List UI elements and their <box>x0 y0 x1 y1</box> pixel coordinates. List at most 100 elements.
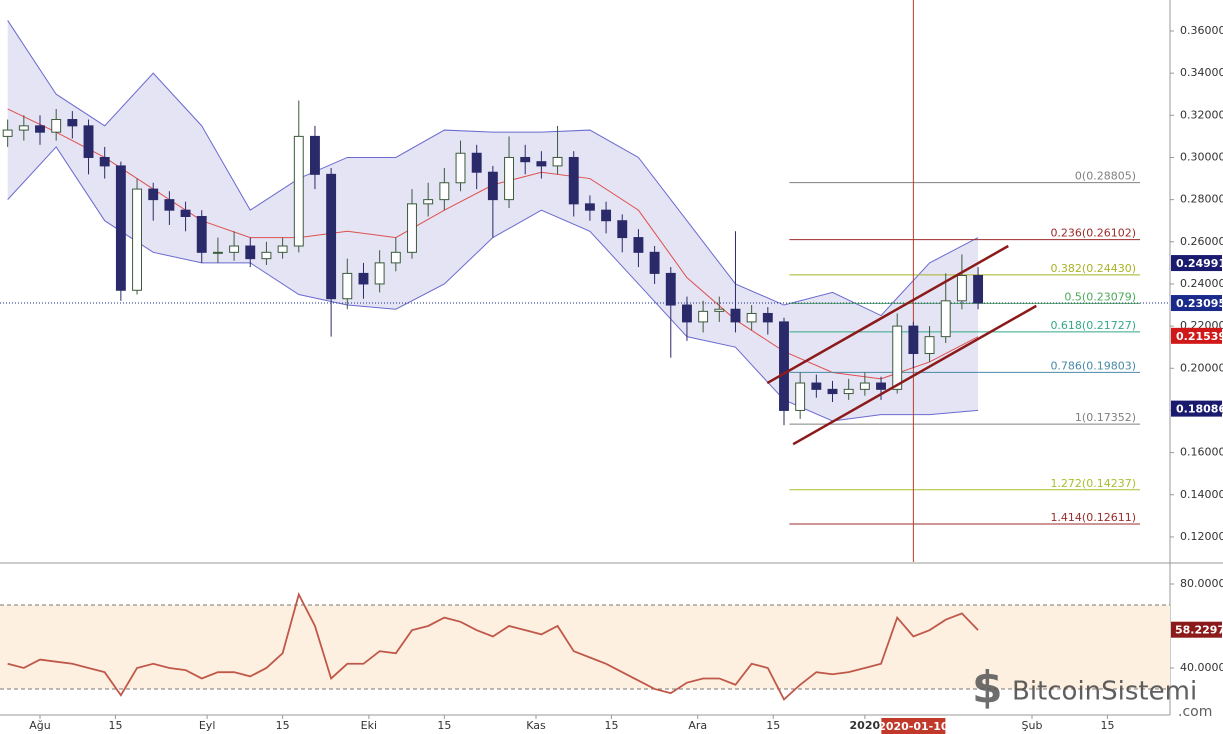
candle-body <box>617 220 628 239</box>
x-tick-label: Ağu <box>29 719 50 732</box>
candle-body <box>973 275 984 304</box>
candle-body <box>876 382 886 390</box>
x-tick-label: Şub <box>1022 719 1043 732</box>
candle-body <box>374 262 385 285</box>
candle-body <box>940 300 951 338</box>
price-tag-label: 0.18086 <box>1176 403 1223 416</box>
candle-body <box>164 199 175 211</box>
candle-body <box>67 119 78 127</box>
candle-body <box>843 388 854 395</box>
price-tag <box>1171 295 1222 312</box>
candle-body <box>892 325 903 390</box>
channel-line <box>766 244 1009 385</box>
candle-body <box>407 203 417 253</box>
candle-body <box>293 135 304 247</box>
candle-body <box>245 245 256 260</box>
candle-body <box>504 156 514 201</box>
y-tick-label: 0.32000 <box>1180 108 1223 121</box>
candle-body <box>956 275 967 302</box>
candle-body <box>390 251 401 264</box>
rsi-line <box>7 592 979 701</box>
x-tick-label: Ara <box>688 719 707 732</box>
x-tick-label: Kas <box>526 719 546 732</box>
price-tag <box>1171 327 1222 344</box>
candle-body <box>471 152 482 173</box>
rsi-current-label: 58.2297 <box>1175 624 1223 637</box>
fib-label: 1.414(0.12611) <box>1050 511 1136 524</box>
date-marker-box <box>881 718 946 734</box>
y-tick-label: 0.34000 <box>1180 66 1223 79</box>
fib-label: 0.382(0.24430) <box>1050 262 1136 275</box>
y-tick-label: 0.30000 <box>1180 150 1223 163</box>
y-tick-label: 0.12000 <box>1180 530 1223 543</box>
candle-body <box>115 165 126 291</box>
candle-body <box>779 321 789 411</box>
y-tick-label: 0.36000 <box>1180 24 1223 37</box>
x-tick-label: 15 <box>276 719 290 732</box>
candle-body <box>2 129 13 137</box>
candle-body <box>51 119 62 133</box>
candle-body <box>455 152 466 184</box>
candle-body <box>229 245 240 253</box>
rsi-tick-label: 40.0000 <box>1180 661 1223 674</box>
candle-body <box>584 203 595 211</box>
candle-body <box>746 312 757 323</box>
candle-body <box>633 237 644 253</box>
fib-label: 0(0.28805) <box>1075 170 1136 183</box>
candle-body <box>552 156 563 167</box>
candle-body <box>665 272 676 306</box>
candle-body <box>601 209 612 222</box>
candle-body <box>795 382 806 411</box>
candle-body <box>714 308 725 312</box>
candle-body <box>762 312 773 323</box>
candle-body <box>196 215 207 253</box>
candle-body <box>859 382 870 390</box>
candle-body <box>811 382 822 390</box>
candle-body <box>730 308 741 323</box>
candle-body <box>908 325 919 355</box>
candle-body <box>326 173 337 300</box>
y-tick-label: 0.26000 <box>1180 235 1223 248</box>
band-upper <box>7 20 979 317</box>
price-tag-label: 0.23095 <box>1176 297 1223 310</box>
price-tag <box>1171 400 1222 417</box>
x-tick-label: 15 <box>108 719 122 732</box>
price-tag <box>1171 255 1222 272</box>
candle-body <box>682 304 692 323</box>
y-tick-label: 0.20000 <box>1180 361 1223 374</box>
watermark-name: BitcoinSistemi <box>1012 677 1197 707</box>
candle-body <box>132 188 142 291</box>
candle-body <box>83 125 94 158</box>
fib-label: 0.236(0.26102) <box>1050 227 1136 240</box>
x-tick-label: Eyl <box>199 719 216 732</box>
x-tick-label: 15 <box>604 719 618 732</box>
candle-body <box>277 245 288 253</box>
y-tick-label: 0.24000 <box>1180 277 1223 290</box>
candle-body <box>342 272 353 300</box>
candle-body <box>99 156 110 167</box>
x-tick-label: Eki <box>361 719 377 732</box>
candle-body <box>924 336 935 355</box>
candle-body <box>212 251 223 254</box>
y-tick-label: 0.16000 <box>1180 446 1223 459</box>
y-tick-label: 0.28000 <box>1180 193 1223 206</box>
candle-body <box>536 161 547 167</box>
price-tag-label: 0.24991 <box>1176 257 1223 270</box>
candle-body <box>180 209 191 217</box>
candle-body <box>35 125 45 133</box>
channel-line <box>792 304 1037 446</box>
fib-label: 0.618(0.21727) <box>1050 319 1136 332</box>
price-tag-label: 0.21539 <box>1176 330 1223 343</box>
candle-body <box>520 156 531 163</box>
x-tick-label: 15 <box>437 719 451 732</box>
candle-body <box>148 188 159 201</box>
rsi-tick-label: 80.0000 <box>1180 577 1223 590</box>
fib-label: 0.786(0.19803) <box>1050 359 1136 372</box>
watermark-logo: $ <box>972 662 1003 713</box>
candle-body <box>358 272 369 285</box>
candle-body <box>310 135 320 175</box>
candle-body <box>423 199 434 205</box>
fib-label: 1.272(0.14237) <box>1050 477 1136 490</box>
candle-body <box>439 182 450 201</box>
